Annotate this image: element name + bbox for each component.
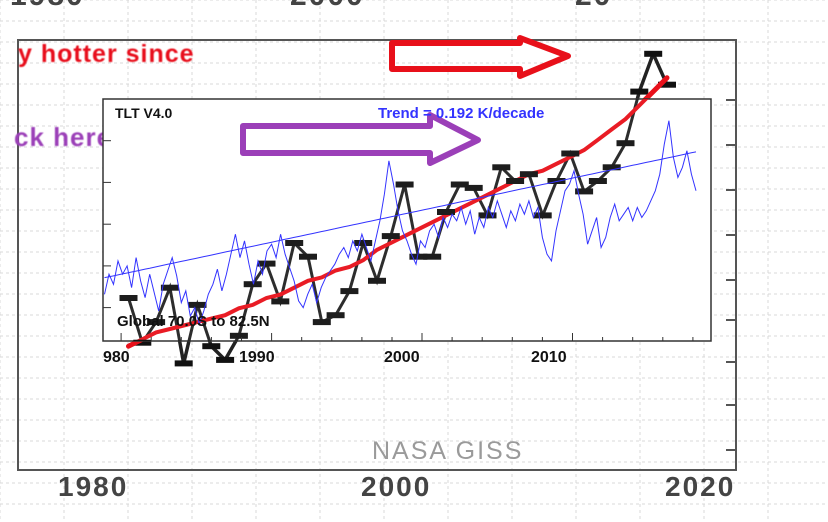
inset-background-marker bbox=[299, 253, 317, 260]
purple-arrow-icon bbox=[240, 112, 481, 166]
background-annual-marker bbox=[216, 356, 235, 363]
inset-background-marker bbox=[395, 181, 414, 188]
background-annual-marker bbox=[658, 81, 676, 88]
inset-background-marker bbox=[575, 188, 594, 195]
inset-background-marker bbox=[119, 295, 138, 301]
red-arrow-icon bbox=[389, 35, 571, 79]
inset-background-marker bbox=[133, 339, 152, 341]
inset-x-tick-label-980: 980 bbox=[103, 349, 130, 366]
inset-background-marker bbox=[616, 140, 635, 147]
bottom-tick-label-2000: 2000 bbox=[361, 471, 431, 502]
inset-background-marker bbox=[257, 260, 276, 267]
inset-region-label: Global 70.0S to 82.5N bbox=[117, 313, 270, 330]
inset-background-marker bbox=[243, 281, 262, 288]
inset-background-marker bbox=[464, 184, 483, 191]
inset-background-marker bbox=[160, 284, 179, 291]
inset-x-tick-label-2010: 2010 bbox=[531, 349, 567, 366]
inset-trend-line bbox=[104, 151, 697, 279]
inset-background-marker bbox=[188, 301, 207, 308]
banner-text: y hotter since bbox=[18, 40, 195, 68]
inset-background-marker bbox=[478, 212, 497, 219]
inset-background-marker bbox=[285, 240, 304, 246]
inset-dataset-label: TLT V4.0 bbox=[115, 105, 173, 121]
inset-background-marker bbox=[147, 319, 166, 326]
background-annual-marker bbox=[174, 360, 193, 367]
top-tick-label-20: 20 bbox=[575, 0, 612, 12]
bottom-tick-label-1980: 1980 bbox=[58, 471, 128, 502]
inset-background-marker bbox=[506, 178, 525, 184]
inset-background-marker bbox=[229, 332, 248, 339]
inset-background-marker bbox=[354, 240, 373, 246]
inset-axis-ticks bbox=[103, 140, 694, 341]
inset-background-marker bbox=[492, 164, 511, 171]
background-annual-marker bbox=[644, 50, 663, 57]
inset-background-marker bbox=[519, 171, 538, 178]
source-label: NASA GISS bbox=[372, 437, 523, 465]
inset-background-marker bbox=[450, 181, 469, 188]
top-tick-label-2000: 2000 bbox=[290, 0, 365, 12]
background-annual-marker bbox=[202, 343, 221, 350]
inset-background-marker bbox=[340, 288, 359, 295]
inset-background-marker bbox=[602, 164, 621, 171]
inset-monthly-series-line bbox=[104, 120, 697, 327]
inset-background-marker bbox=[423, 253, 442, 260]
top-tick-label-1980: 1980 bbox=[10, 0, 85, 12]
background-right-ticks bbox=[726, 99, 736, 451]
inset-x-tick-label-1990: 1990 bbox=[239, 349, 275, 366]
inset-background-marker bbox=[326, 312, 345, 319]
bottom-tick-label-2020: 2020 bbox=[665, 471, 735, 502]
inset-background-marker bbox=[271, 298, 290, 305]
inset-trend-label: Trend = 0.192 K/decade bbox=[378, 105, 544, 122]
inset-background-marker bbox=[561, 150, 580, 157]
inset-background-marker bbox=[381, 233, 400, 240]
inset-background-marker bbox=[368, 277, 386, 284]
background-plot-frame bbox=[17, 39, 737, 471]
purple-arrow-text: ck here bbox=[14, 122, 112, 152]
inset-background-marker bbox=[409, 253, 428, 260]
inset-background-marker bbox=[533, 212, 552, 219]
background-annual-marker bbox=[630, 88, 649, 95]
inset-background-marker bbox=[312, 319, 331, 326]
inset-background-marker bbox=[588, 178, 607, 184]
inset-background-marker bbox=[437, 209, 455, 215]
background-annual-marker bbox=[133, 339, 152, 346]
inset-x-tick-label-2000: 2000 bbox=[384, 349, 420, 366]
